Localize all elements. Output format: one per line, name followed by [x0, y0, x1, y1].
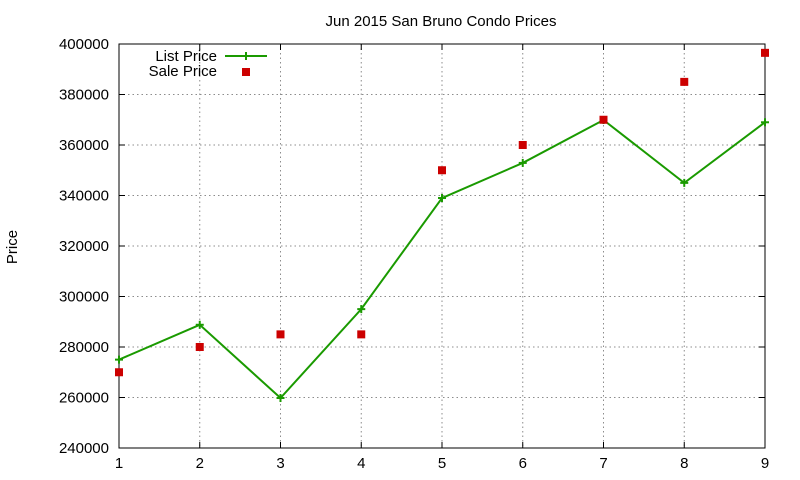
data-point-list-price	[518, 158, 527, 167]
legend-marker-sale-price	[242, 68, 250, 76]
data-point-sale-price	[276, 330, 285, 339]
y-tick-label: 400000	[59, 36, 109, 53]
legend-label-sale-price: Sale Price	[149, 63, 217, 80]
grid-lines	[119, 44, 765, 448]
y-tick-label: 300000	[59, 289, 109, 306]
plot-frame	[118, 43, 766, 449]
data-point-list-price	[276, 394, 285, 403]
legend-square-marker	[242, 68, 250, 76]
x-tick-label: 2	[196, 455, 204, 472]
data-point-sale-price	[438, 166, 446, 175]
data-point-list-price	[761, 118, 769, 127]
x-tick-label: 8	[680, 455, 688, 472]
chart-title: Jun 2015 San Bruno Condo Prices	[326, 13, 557, 30]
legend-label-list-price: List Price	[155, 48, 217, 65]
y-tick-label: 380000	[59, 87, 109, 104]
legend: List Price Sale Price	[149, 48, 267, 80]
data-point-list-price	[195, 320, 204, 329]
series-sale-price	[115, 48, 769, 377]
x-tick-label: 4	[357, 455, 365, 472]
data-point-sale-price	[195, 343, 204, 351]
data-point-list-price	[115, 355, 123, 364]
data-point-sale-price	[599, 115, 608, 124]
y-tick-label: 360000	[59, 137, 109, 154]
data-point-sale-price	[518, 141, 527, 149]
legend-marker-list-price	[242, 52, 250, 60]
y-tick-label: 240000	[59, 440, 109, 457]
y-tick-label: 340000	[59, 188, 109, 205]
series-layer	[115, 48, 769, 403]
x-tick-label: 3	[276, 455, 284, 472]
data-point-sale-price	[357, 330, 366, 339]
data-point-list-price	[357, 305, 366, 314]
y-tick-label: 280000	[59, 339, 109, 356]
data-point-sale-price	[115, 368, 123, 377]
y-tick-label: 260000	[59, 390, 109, 407]
y-axis-label: Price	[4, 230, 21, 264]
x-tick-label: 9	[761, 455, 769, 472]
data-point-sale-price	[680, 77, 689, 86]
x-tick-label: 5	[438, 455, 446, 472]
x-tick-label: 7	[599, 455, 607, 472]
data-point-list-price	[680, 178, 689, 187]
tick-labels: 240000 260000 280000 300000 320000 340000 3600…	[59, 36, 769, 472]
x-tick-label: 1	[115, 455, 123, 472]
x-tick-label: 6	[519, 455, 527, 472]
y-tick-label: 320000	[59, 238, 109, 255]
legend-plus-marker	[242, 52, 250, 60]
data-point-list-price	[438, 194, 446, 203]
data-point-sale-price	[761, 48, 769, 57]
